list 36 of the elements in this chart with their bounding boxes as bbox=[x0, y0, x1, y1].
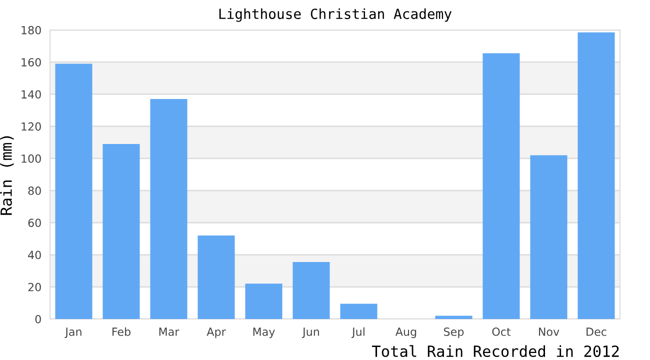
x-tick-label: Sep bbox=[444, 328, 464, 338]
bar bbox=[55, 64, 92, 319]
x-tick-label: Apr bbox=[206, 328, 226, 338]
bar bbox=[482, 53, 520, 319]
x-tick-label: Aug bbox=[395, 328, 416, 338]
x-tick-label: May bbox=[253, 328, 275, 338]
y-tick-label: 160 bbox=[22, 58, 41, 66]
y-tick-label: 100 bbox=[22, 154, 41, 163]
y-tick-label: 180 bbox=[22, 26, 41, 34]
bar bbox=[435, 316, 472, 319]
x-tick-label: Jan bbox=[64, 328, 82, 338]
bar bbox=[198, 236, 235, 319]
y-tick-label: 20 bbox=[28, 282, 41, 292]
x-tick-label: Nov bbox=[538, 328, 560, 336]
y-tick-label: 0 bbox=[35, 314, 41, 324]
x-tick-label: Jul bbox=[351, 327, 364, 338]
x-tick-label: Feb bbox=[112, 327, 130, 336]
bar bbox=[530, 155, 568, 319]
y-tick-label: 120 bbox=[22, 122, 41, 131]
y-tick-label: 60 bbox=[28, 218, 41, 228]
x-tick-label: Oct bbox=[492, 328, 511, 336]
x-tick-label: Mar bbox=[159, 328, 180, 336]
bar bbox=[150, 99, 188, 319]
chart-title: Lighthouse Christian Academy bbox=[219, 8, 452, 22]
y-tick-label: 40 bbox=[28, 250, 41, 260]
y-tick-label: 140 bbox=[22, 90, 41, 99]
y-axis-title: Rain (mm) bbox=[0, 136, 14, 215]
bar bbox=[245, 284, 282, 319]
bar bbox=[578, 32, 615, 319]
x-tick-label: Dec bbox=[586, 328, 606, 336]
x-tick-label: Jun bbox=[302, 328, 319, 338]
x-axis-title: Total Rain Recorded in 2012 bbox=[372, 345, 619, 358]
bar bbox=[340, 304, 378, 319]
bar bbox=[102, 144, 140, 319]
y-tick-label: 80 bbox=[28, 186, 41, 195]
bar bbox=[292, 262, 330, 319]
